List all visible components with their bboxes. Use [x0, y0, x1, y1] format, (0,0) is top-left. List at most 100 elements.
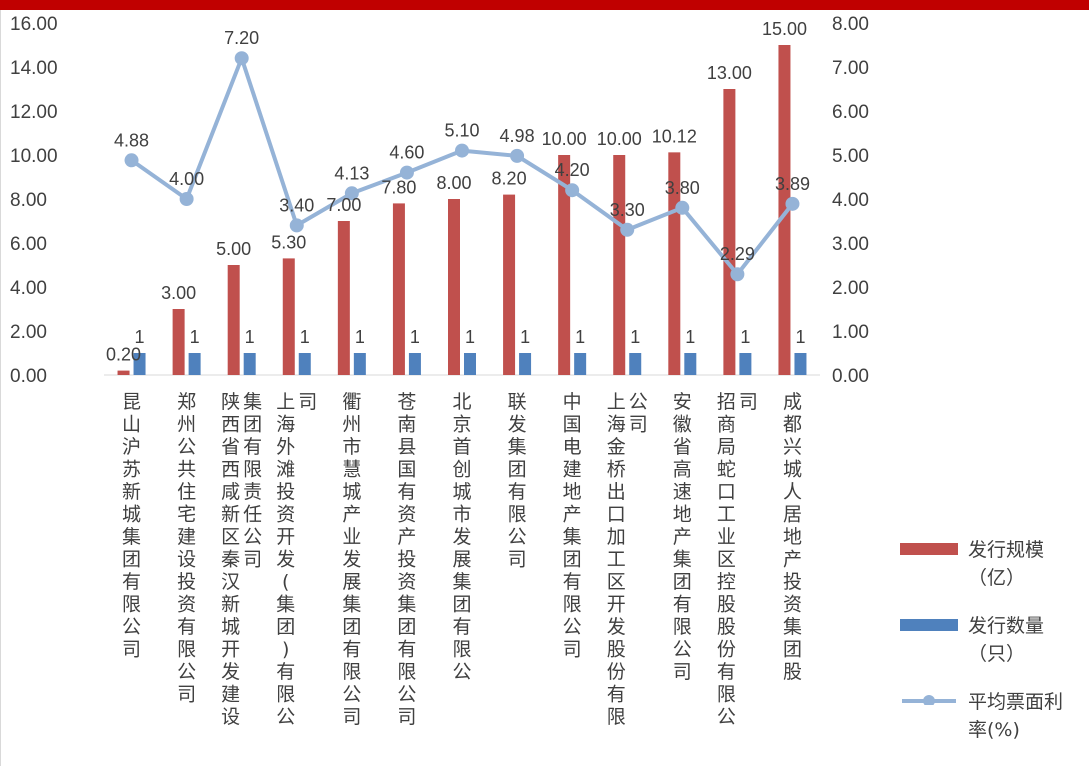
category-char: 衢 — [342, 391, 361, 413]
bar-count-label: 1 — [355, 327, 365, 347]
rate-label: 4.00 — [169, 169, 204, 189]
category-char: 都 — [783, 414, 802, 436]
category-char: 司 — [508, 549, 527, 571]
left-tick-label: 14.00 — [10, 58, 58, 79]
category-char: 公 — [629, 391, 648, 413]
rate-label: 3.80 — [665, 178, 700, 198]
category-char: 限 — [717, 684, 736, 706]
bar-scale — [723, 89, 736, 375]
category-char: 限 — [397, 661, 416, 683]
category-char: 商 — [717, 414, 736, 436]
category-char: 限 — [177, 639, 196, 661]
bar-scale-label: 10.12 — [652, 126, 697, 146]
category-char: 出 — [607, 481, 626, 503]
category-char: 司 — [342, 706, 361, 728]
left-tick-label: 10.00 — [10, 146, 58, 167]
category-char: 城 — [342, 481, 361, 503]
category-char: 集 — [397, 594, 416, 616]
rate-label: 4.98 — [500, 126, 535, 146]
category-char: 开 — [276, 526, 295, 548]
category-char: 新 — [221, 504, 240, 526]
category-char: 集 — [243, 391, 262, 413]
category-char: 团 — [397, 616, 416, 638]
bar-count-label: 1 — [300, 327, 310, 347]
bar-scale-label: 3.00 — [161, 283, 196, 303]
right-tick-label: 6.00 — [832, 102, 869, 123]
category-char: 海 — [607, 414, 626, 436]
category-char: 有 — [563, 571, 582, 593]
right-tick-label: 3.00 — [832, 234, 869, 255]
bar-count-label: 1 — [135, 327, 145, 347]
bar-count — [188, 353, 201, 375]
category-char: 县 — [397, 436, 416, 458]
category-char: 发 — [276, 549, 295, 571]
category-char: 人 — [783, 481, 802, 503]
category-char: 展 — [452, 549, 471, 571]
rate-label: 3.40 — [279, 195, 314, 215]
bar-count-label: 1 — [520, 327, 530, 347]
category-char: 苏 — [122, 459, 141, 481]
category-char: 集 — [342, 594, 361, 616]
left-tick-label: 0.00 — [10, 366, 47, 387]
category-char: 沪 — [122, 436, 141, 458]
category-char: 股 — [607, 639, 626, 661]
category-char: 苍 — [397, 391, 416, 413]
category-char: 团 — [563, 549, 582, 571]
right-tick-label: 7.00 — [832, 58, 869, 79]
category-char: 区 — [221, 526, 240, 548]
category-char: 有 — [673, 594, 692, 616]
bar-scale — [172, 309, 185, 375]
bar-count — [464, 353, 476, 375]
bar-count-label: 1 — [465, 327, 475, 347]
left-tick-label: 16.00 — [10, 14, 58, 35]
bar-count-label: 1 — [245, 327, 255, 347]
left-tick-label: 2.00 — [10, 322, 47, 343]
category-char: 上 — [276, 391, 295, 413]
rate-point — [510, 148, 525, 163]
rate-label: 7.20 — [224, 28, 259, 48]
category-char: 展 — [342, 571, 361, 593]
category-labels: 昆山沪苏新城集团有限公司郑州公共住宅建设投资有限公司陕西省西咸新区秦汉新城开发建… — [122, 391, 802, 728]
left-tick-label: 12.00 — [10, 102, 58, 123]
category-char: 安 — [673, 391, 692, 413]
rate-point — [785, 196, 800, 211]
category-char: 中 — [563, 391, 582, 413]
category-char: 司 — [177, 684, 196, 706]
category-char: 产 — [563, 504, 582, 526]
category-char: 集 — [122, 526, 141, 548]
rate-point — [675, 200, 690, 215]
category-char: 滩 — [276, 459, 295, 481]
bar-count-label: 1 — [685, 327, 695, 347]
category-char: 有 — [397, 481, 416, 503]
category-char: 加 — [607, 526, 626, 548]
category-char: 开 — [221, 639, 240, 661]
category-char: 限 — [452, 639, 471, 661]
category-char: 股 — [717, 616, 736, 638]
category-char: 公 — [673, 639, 692, 661]
legend-label-rate-line2: 率(%) — [968, 719, 1020, 741]
bar-count — [519, 353, 532, 375]
left-tick-label: 4.00 — [10, 278, 47, 299]
category-char: 徽 — [673, 414, 692, 436]
header-bar — [0, 0, 1089, 10]
category-char: 建 — [563, 459, 582, 481]
bar-scale-label: 10.00 — [542, 129, 587, 149]
bar-scale-label: 7.00 — [326, 195, 361, 215]
category-char: 任 — [243, 504, 262, 526]
line-series — [124, 51, 800, 282]
category-char: 司 — [739, 391, 758, 413]
category-char: 咸 — [221, 481, 240, 503]
category-char: 集 — [783, 616, 802, 638]
category-char: 司 — [563, 639, 582, 661]
category-char: 成 — [783, 391, 802, 413]
category-char: 资 — [177, 594, 196, 616]
category-char: 股 — [783, 661, 802, 683]
category-char: 资 — [276, 504, 295, 526]
legend-label-scale-line1: 发行规模 — [968, 539, 1045, 561]
category-char: 发 — [452, 526, 471, 548]
category-char: 团 — [452, 594, 471, 616]
category-char: 有 — [177, 616, 196, 638]
